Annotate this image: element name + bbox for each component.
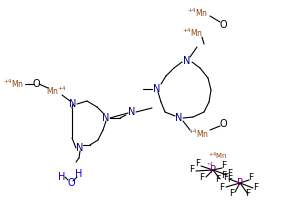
Text: F: F [223, 173, 228, 181]
Text: O: O [32, 79, 40, 89]
Text: F: F [195, 159, 201, 169]
Text: O: O [219, 119, 227, 129]
Text: N: N [102, 113, 110, 123]
Text: $^{+4}$Mn: $^{+4}$Mn [208, 150, 228, 162]
Text: F: F [228, 176, 233, 184]
Text: F: F [199, 173, 205, 183]
Text: H: H [58, 172, 66, 182]
Text: F: F [221, 170, 227, 180]
Text: F: F [248, 173, 254, 183]
Text: N: N [175, 113, 183, 123]
Text: $^{+4}$Mn: $^{+4}$Mn [188, 128, 209, 140]
Text: $^{+4}$Mn: $^{+4}$Mn [182, 27, 204, 39]
Text: F: F [219, 183, 225, 191]
Text: $^{+4}$: $^{+4}$ [206, 162, 214, 167]
Text: $^{+4}$Mn: $^{+4}$Mn [188, 7, 208, 19]
Text: N: N [153, 84, 161, 94]
Text: N: N [76, 143, 84, 153]
Text: F: F [189, 166, 195, 174]
Text: N: N [69, 99, 77, 109]
Text: F: F [229, 188, 235, 198]
Text: O: O [219, 20, 227, 30]
Text: $^{+4}$Mn: $^{+4}$Mn [3, 78, 25, 90]
Text: Mn$^{+4}$: Mn$^{+4}$ [46, 85, 68, 97]
Text: F: F [245, 190, 251, 198]
Text: F: F [228, 170, 233, 179]
Text: F: F [253, 183, 258, 191]
Text: O: O [67, 178, 75, 188]
Text: F: F [215, 174, 221, 184]
Text: F: F [221, 162, 227, 170]
Text: P: P [237, 178, 243, 188]
Text: P: P [210, 165, 216, 175]
Text: N: N [128, 107, 136, 117]
Text: H: H [75, 169, 83, 179]
Text: N: N [183, 56, 191, 66]
